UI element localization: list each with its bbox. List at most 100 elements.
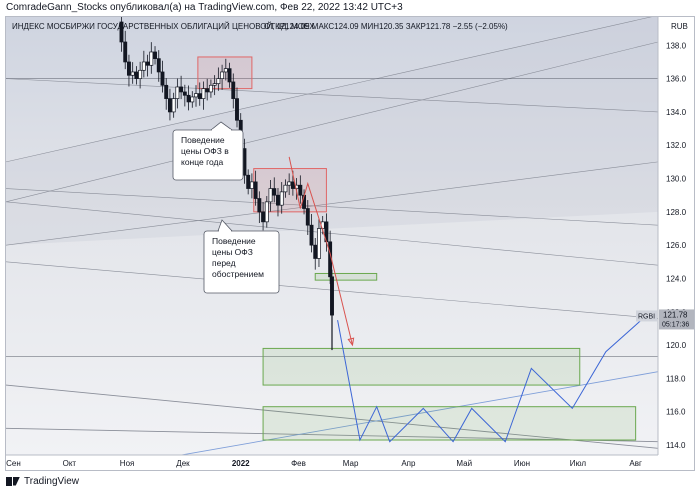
tradingview-brand[interactable]: TradingView xyxy=(24,475,80,487)
candle-body xyxy=(264,201,269,223)
candle-body xyxy=(160,71,165,86)
candle-body xyxy=(145,61,150,66)
trend-line xyxy=(6,201,659,266)
candle-body xyxy=(268,188,273,203)
x-tick-label: Сен xyxy=(6,459,21,468)
projection-red xyxy=(288,156,353,346)
x-tick-label: Июн xyxy=(514,459,530,468)
plot-background xyxy=(6,17,658,455)
candle-body xyxy=(216,78,221,84)
x-tick-label: Окт xyxy=(63,459,77,468)
callout-box xyxy=(172,129,244,181)
callout-text: обострением xyxy=(212,269,264,279)
candle-body xyxy=(186,94,191,103)
trend-line xyxy=(162,371,659,459)
trend-line xyxy=(6,41,659,203)
y-tick-label: 130.0 xyxy=(666,175,687,184)
projection-blue xyxy=(337,311,651,443)
candle-body xyxy=(149,51,154,66)
chart-title: ИНДЕКС МОСБИРЖИ ГОСУДАРСТВЕННЫХ ОБЛИГАЦИ… xyxy=(12,22,315,31)
x-tick-label: Апр xyxy=(401,459,416,468)
candle-body xyxy=(290,181,295,189)
trend-line xyxy=(6,427,659,443)
candle-body xyxy=(190,96,195,103)
callout-text: конце года xyxy=(181,157,224,167)
candle-body xyxy=(283,184,288,193)
green-zone xyxy=(314,272,378,281)
candle-body xyxy=(138,69,143,79)
candle-body xyxy=(123,41,128,63)
green-zone xyxy=(262,406,637,441)
x-tick-label: Дек xyxy=(176,459,190,468)
candle-body xyxy=(194,93,198,98)
green-zone xyxy=(262,347,581,386)
time-axis-background xyxy=(6,455,658,470)
candle-body xyxy=(179,86,184,93)
callout-text: перед xyxy=(212,258,236,268)
y-tick-label: 120.0 xyxy=(666,341,687,350)
candle-body xyxy=(231,81,236,99)
chart-frame: 114.0116.0118.0120.0122.0124.0126.0128.0… xyxy=(5,16,695,471)
candle-body xyxy=(261,211,266,223)
x-tick-label: 2022 xyxy=(232,459,250,468)
trend-line xyxy=(6,384,659,449)
ohlc-readout: ОТКР124.09 МАКС124.09 МИН120.35 ЗАКР121.… xyxy=(264,22,508,31)
candle-body xyxy=(309,224,314,246)
candle-body xyxy=(298,184,303,196)
publisher-line: ComradeGann_Stocks опубликовал(а) на Tra… xyxy=(6,2,403,13)
candle-body xyxy=(201,88,206,99)
symbol-tag-box xyxy=(636,310,657,322)
callout-text: цены ОФЗ xyxy=(212,247,253,257)
candle-body xyxy=(134,71,139,79)
candle-body xyxy=(212,83,217,86)
candle-body xyxy=(294,184,299,189)
y-tick-label: 126.0 xyxy=(666,241,687,250)
price-chart[interactable]: 114.0116.0118.0120.0122.0124.0126.0128.0… xyxy=(6,17,694,470)
candle-body xyxy=(167,98,172,113)
candle-body xyxy=(197,93,202,99)
callout-text: Поведение xyxy=(181,135,225,145)
candle-body xyxy=(182,91,187,96)
candle-body xyxy=(130,71,135,76)
x-tick-label: Мар xyxy=(343,459,359,468)
trend-line xyxy=(6,78,659,113)
y-tick-label: 118.0 xyxy=(666,374,686,383)
y-tick-label: 132.0 xyxy=(666,141,687,150)
candle-body xyxy=(276,194,280,206)
candle-body xyxy=(253,181,258,199)
currency-label: RUB xyxy=(671,22,688,31)
last-price-box xyxy=(659,309,694,330)
tradingview-logo-icon xyxy=(6,476,20,486)
candle-body xyxy=(246,174,251,189)
candle-body xyxy=(153,51,157,59)
y-tick-label: 116.0 xyxy=(666,408,686,417)
x-tick-label: Ноя xyxy=(120,459,135,468)
candle-body xyxy=(272,188,277,196)
candle-body xyxy=(305,208,310,226)
callout-text: Поведение xyxy=(212,236,256,246)
trend-line xyxy=(6,188,659,226)
candle-body xyxy=(126,61,131,76)
candle-body xyxy=(119,21,124,43)
y-tick-label: 124.0 xyxy=(666,274,687,283)
candle-body xyxy=(227,68,232,83)
y-tick-label: 128.0 xyxy=(666,208,687,217)
last-price-label: 121.78 xyxy=(663,310,688,319)
candle-body xyxy=(220,71,225,79)
candle-body xyxy=(164,84,169,99)
y-tick-label: 138.0 xyxy=(666,41,687,50)
candle-body xyxy=(171,98,176,113)
y-tick-label: 136.0 xyxy=(666,75,687,84)
candle-body xyxy=(223,68,228,73)
candle-body xyxy=(249,181,254,189)
trend-wedge xyxy=(6,17,658,246)
arrow-head-red xyxy=(347,337,355,347)
candle-body xyxy=(317,228,321,259)
candle-body xyxy=(141,61,146,71)
candle-body xyxy=(235,98,239,121)
x-tick-label: Фев xyxy=(291,459,306,468)
candle-body xyxy=(287,181,292,186)
y-tick-label: 114.0 xyxy=(666,441,686,450)
candle-body xyxy=(208,84,213,93)
candle-body xyxy=(205,88,210,93)
